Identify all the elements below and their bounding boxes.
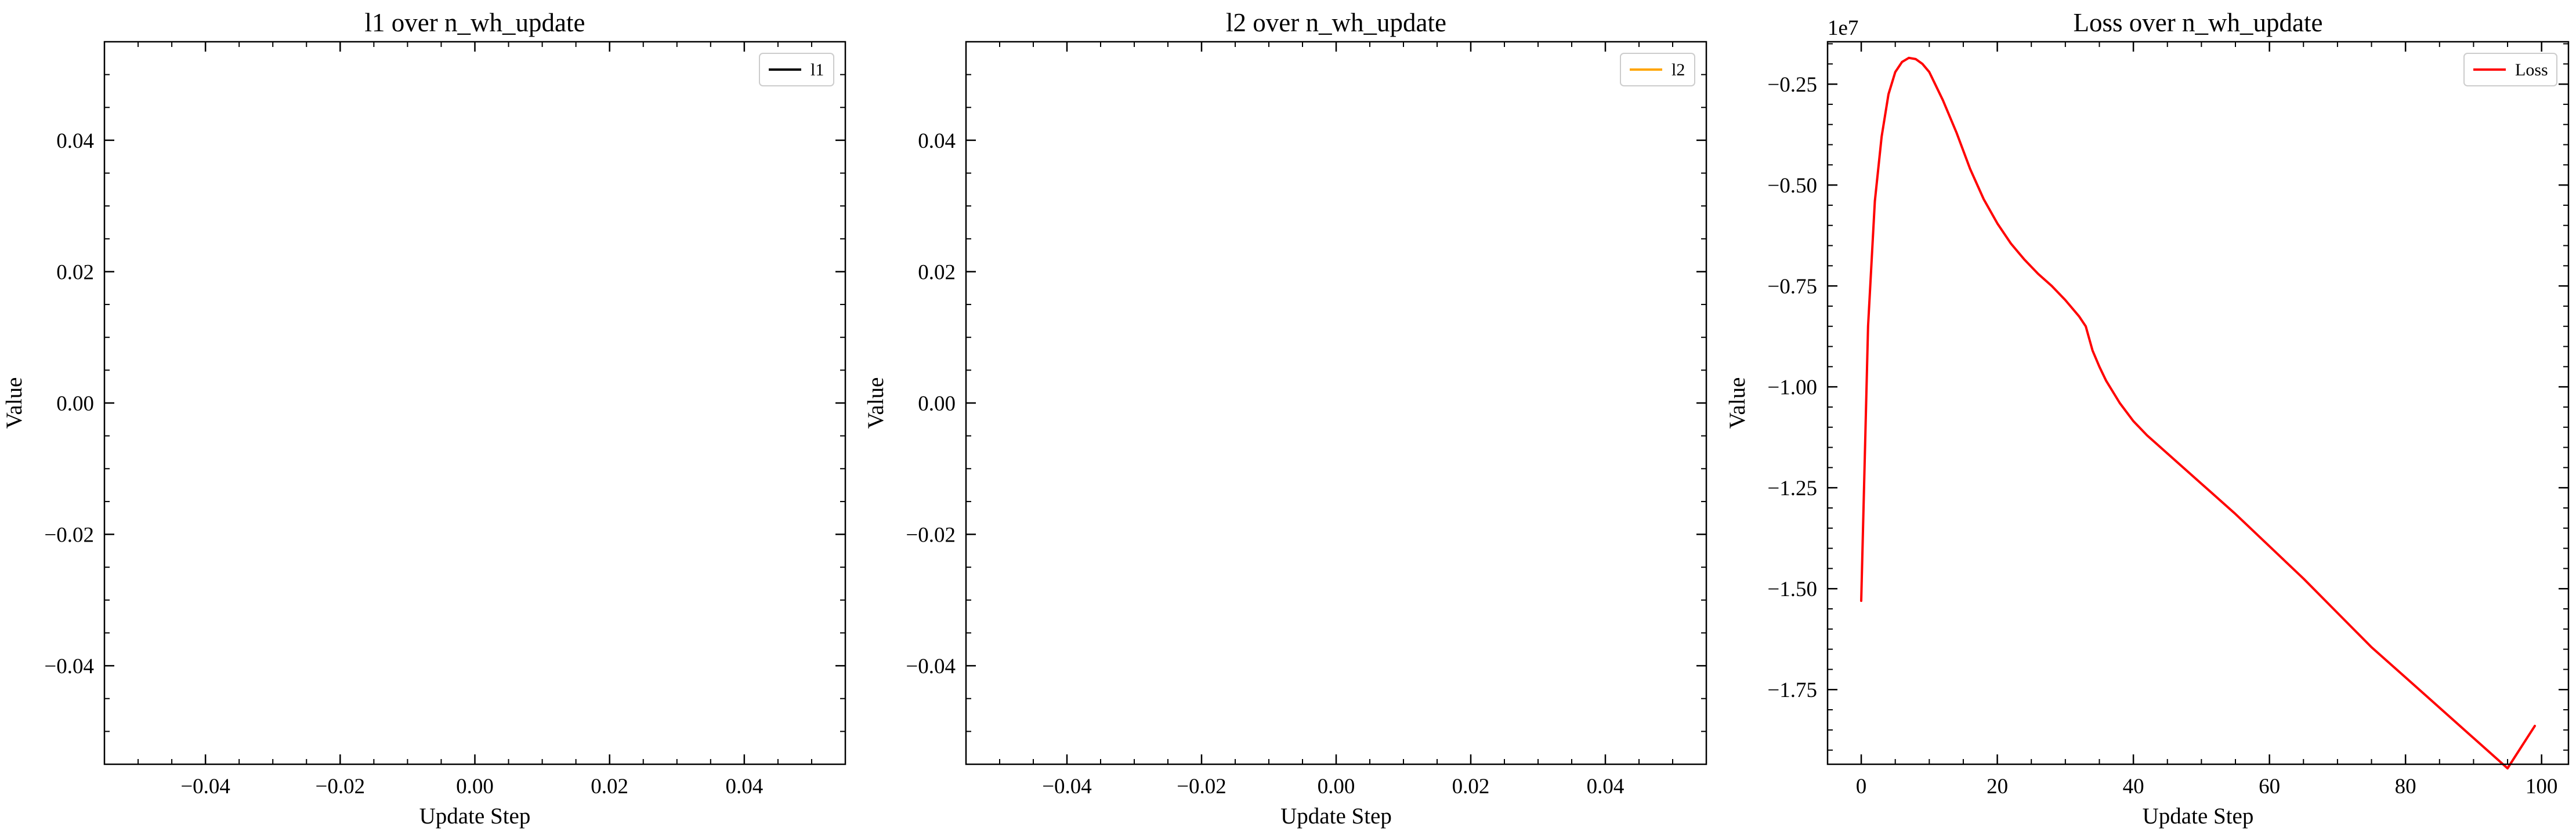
x-tick-label: 0.00 <box>1318 775 1355 798</box>
y-tick-label: −0.02 <box>44 524 94 547</box>
x-tick-label: 0.02 <box>1452 775 1490 798</box>
x-axis-label: Update Step <box>1280 804 1392 829</box>
y-tick-label: −0.04 <box>906 655 956 678</box>
series-line-loss <box>1860 56 2536 769</box>
chart-title: l2 over n_wh_update <box>1226 8 1446 37</box>
x-tick-label: −0.04 <box>180 775 230 798</box>
y-tick-label: 0.02 <box>918 260 956 284</box>
x-tick-label: 0.04 <box>1587 775 1625 798</box>
y-tick-label: 0.00 <box>918 392 956 416</box>
y-tick-label: 0.00 <box>56 392 94 416</box>
x-axis-label: Update Step <box>2143 804 2254 829</box>
x-tick-label: 0.02 <box>591 775 628 798</box>
axes-frame <box>1826 41 2570 765</box>
chart-title: Loss over n_wh_update <box>2074 8 2323 37</box>
legend-label: l2 <box>1671 60 1685 79</box>
y-offset-label: 1e7 <box>1828 16 1858 40</box>
y-tick-label: −0.50 <box>1767 174 1817 198</box>
x-tick-label: −0.02 <box>316 775 366 798</box>
y-tick-label: 0.04 <box>56 129 94 153</box>
legend-label: l1 <box>811 60 824 79</box>
x-tick-label: 40 <box>2123 775 2144 798</box>
chart-panel-3: Loss over n_wh_update 0 20 40 60 80 100 −1.75 −1… <box>1725 8 2570 829</box>
y-tick-label: −0.25 <box>1767 73 1817 97</box>
y-tick-label: −0.04 <box>44 655 94 678</box>
legend: l2 <box>1620 53 1695 86</box>
chart-panel-1: l1 over n_wh_update −0.04 −0.02 0.00 0.02 0.0… <box>2 8 846 829</box>
x-tick-label: 0 <box>1856 775 1867 798</box>
y-axis-label: Value <box>2 377 27 429</box>
x-axis-label: Update Step <box>419 804 531 829</box>
chart-title: l1 over n_wh_update <box>365 8 585 37</box>
x-tick-label: 0.04 <box>725 775 763 798</box>
x-tick-label: 80 <box>2395 775 2416 798</box>
x-tick-label: 0.00 <box>456 775 494 798</box>
y-tick-label: 0.04 <box>918 129 956 153</box>
y-tick-label: −1.00 <box>1767 376 1817 400</box>
x-tick-label: 100 <box>2526 775 2558 798</box>
legend-label: Loss <box>2515 60 2548 79</box>
y-tick-label: −0.02 <box>906 524 956 547</box>
y-tick-label: −1.25 <box>1767 477 1817 500</box>
x-tick-label: 60 <box>2259 775 2280 798</box>
x-tick-label: −0.04 <box>1042 775 1092 798</box>
y-axis-label: Value <box>863 377 888 429</box>
chart-panel-2: l2 over n_wh_update −0.04 −0.02 0.00 0.02 0.0… <box>863 8 1707 829</box>
y-tick-label: 0.02 <box>56 260 94 284</box>
y-axis-label: Value <box>1725 377 1750 429</box>
y-tick-label: −1.75 <box>1767 678 1817 702</box>
legend-box <box>2463 53 2557 86</box>
panels: l1 over n_wh_update −0.04 −0.02 0.00 0.02 0.0… <box>2 8 2570 829</box>
y-tick-label: −0.75 <box>1767 275 1817 299</box>
x-tick-label: −0.02 <box>1177 775 1227 798</box>
y-tick-label: −1.50 <box>1767 578 1817 601</box>
x-tick-label: 20 <box>1987 775 2008 798</box>
legend: l1 <box>759 53 834 86</box>
legend: Loss <box>2463 53 2557 86</box>
